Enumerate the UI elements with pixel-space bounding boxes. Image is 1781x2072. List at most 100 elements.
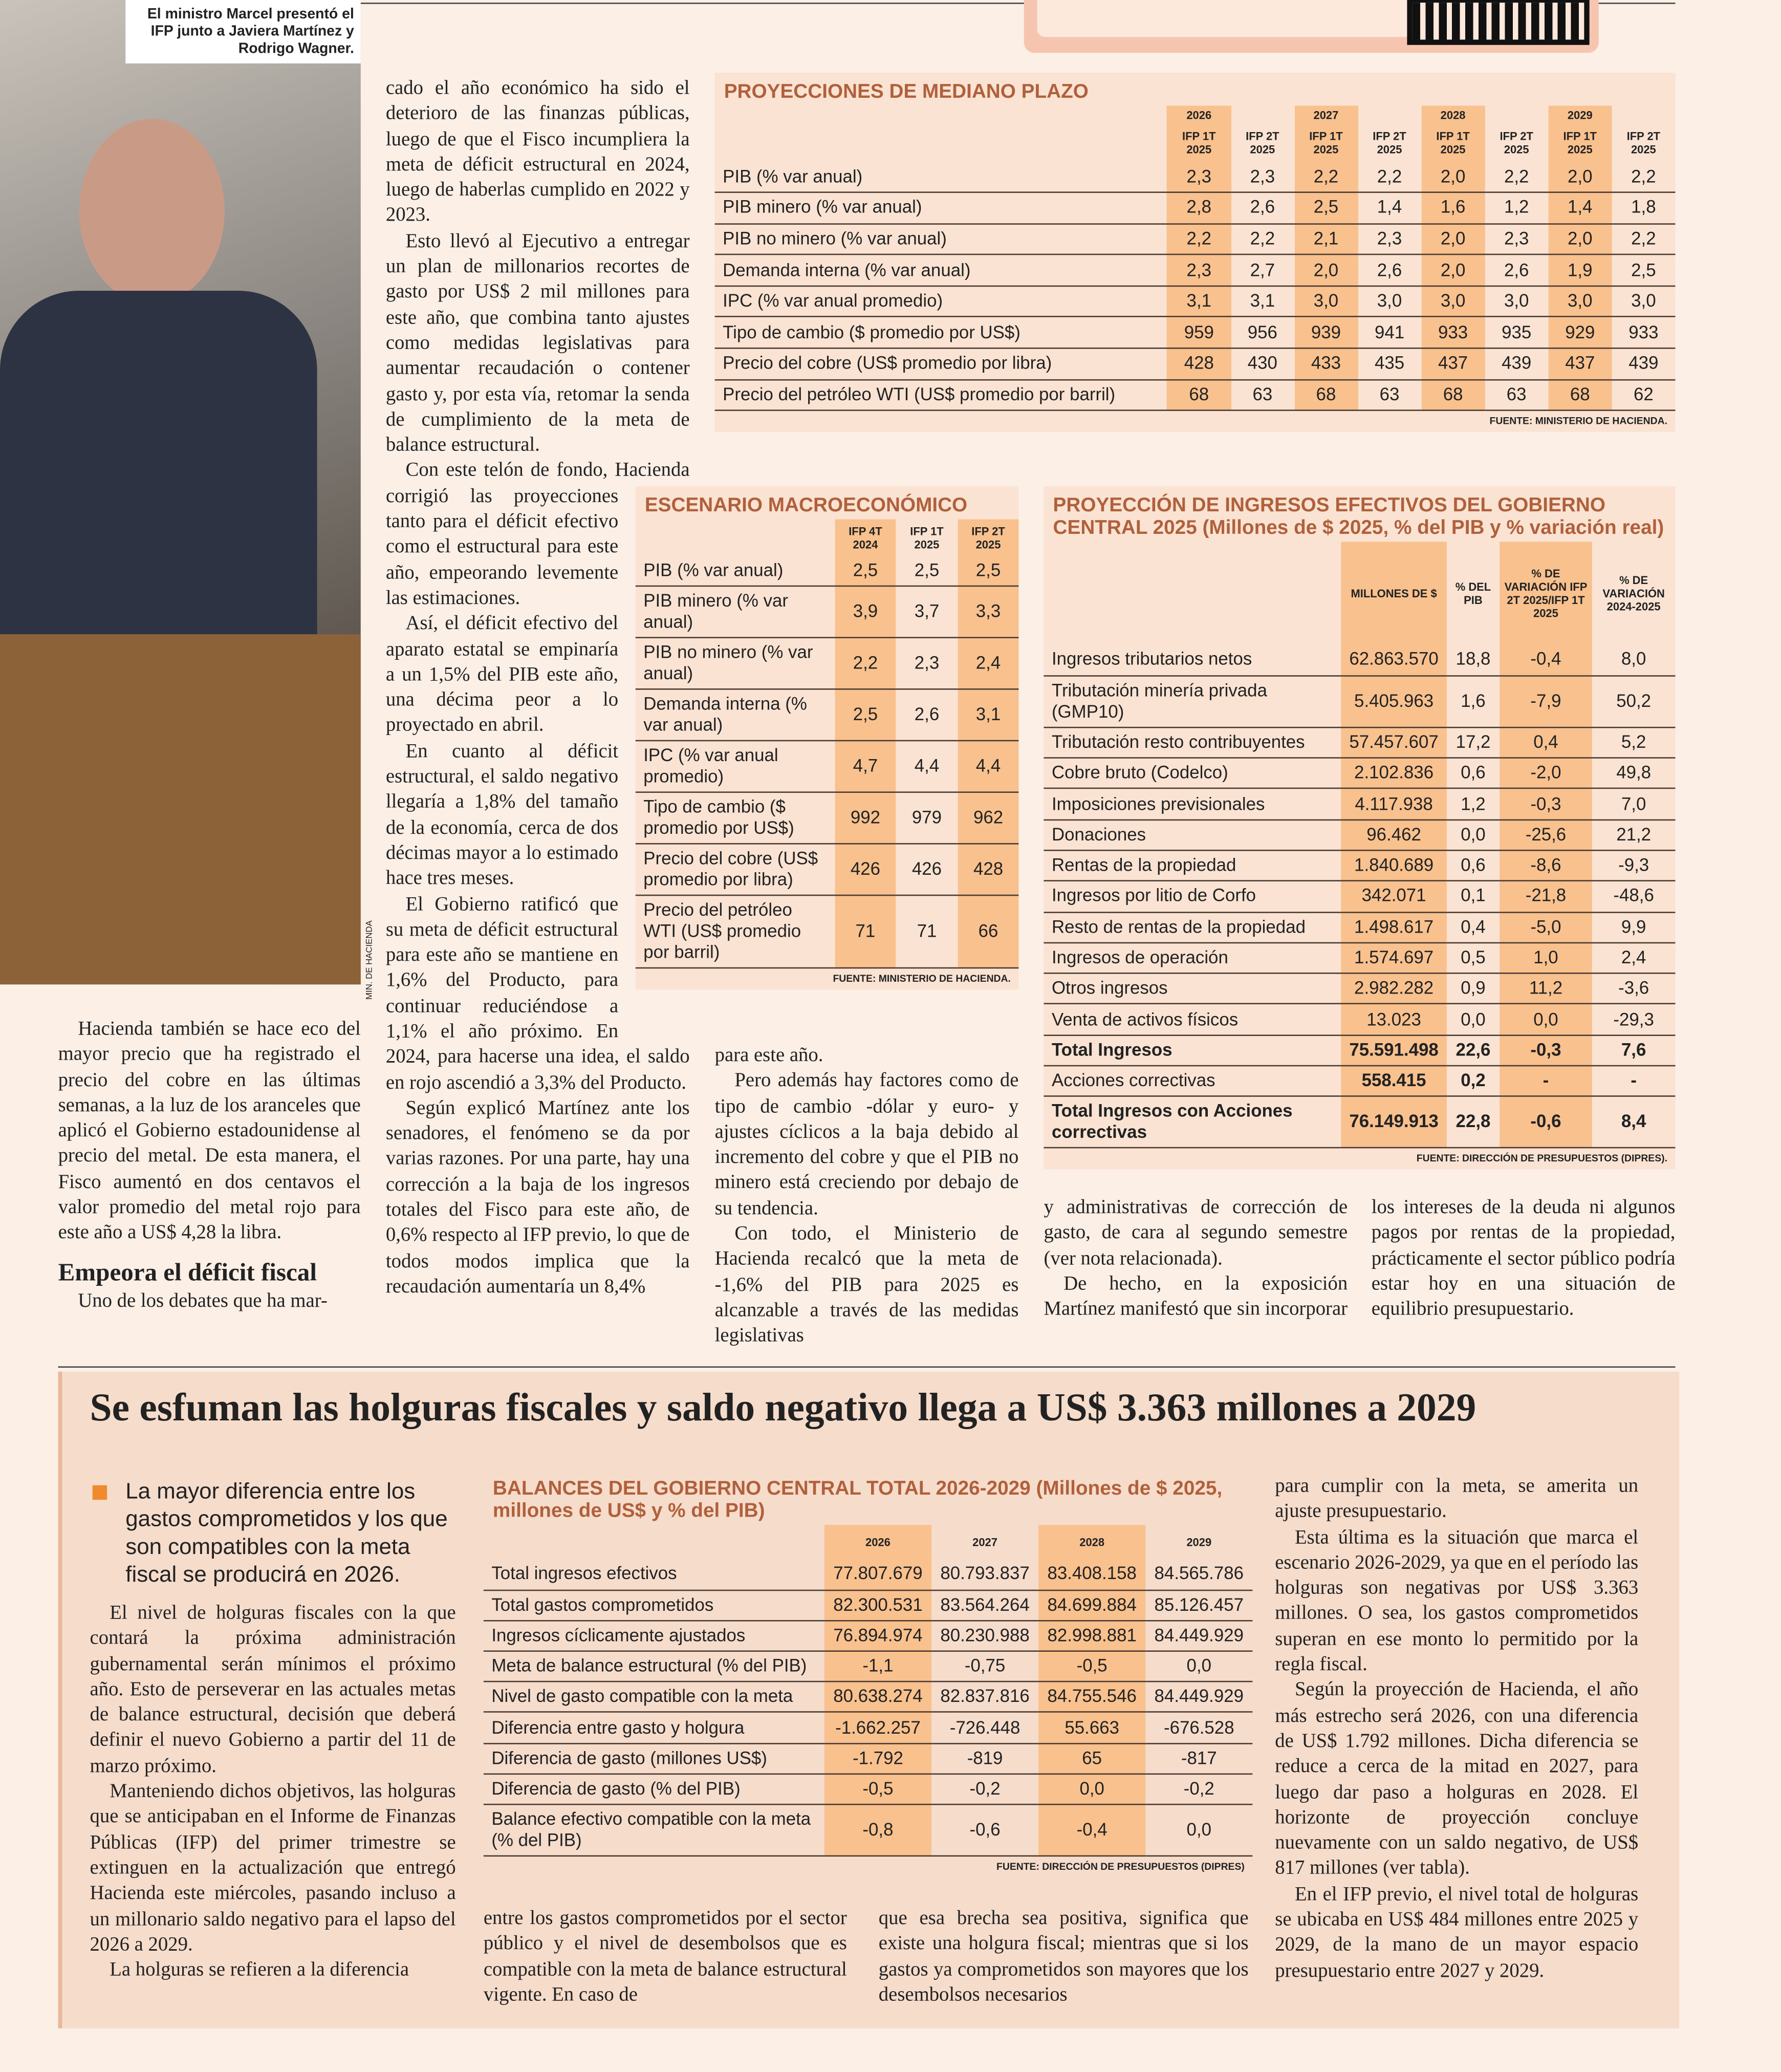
column-header: 2029 [1186,1535,1212,1549]
box-rule [58,1366,1676,1368]
paragraph: los intereses de la deuda ni algunos pag… [1371,1197,1676,1321]
column-header: IFP 2T 2025 [1626,129,1661,156]
ad-box [1024,0,1599,53]
paragraph: para este año. [714,1045,823,1067]
cell: 428 [1167,348,1231,380]
cell: - [1592,1066,1676,1097]
row-label: PIB minero (% var anual) [714,192,1167,225]
table: 2026 2027 2028 2029 IFP 1T 2025 IFP 2T 2025 IF… [714,105,1676,412]
cell: 435 [1357,348,1422,380]
cell: 1,0 [1500,942,1592,975]
cell: 82.837.816 [931,1681,1039,1713]
table-row: Otros ingresos 2.982.282 0,9 11,2 -3,6 [1044,973,1676,1005]
article-col-1: Hacienda también se hace eco del mayor p… [58,1018,361,1315]
cell: -21,8 [1500,881,1592,913]
cell: 2,0 [1548,223,1612,255]
article-col-4: y administrativas de corrección de gasto… [1044,1196,1348,1323]
cell: 2,2 [1357,161,1422,193]
cell: 2,3 [1357,223,1422,255]
article-col-5: los intereses de la deuda ni algunos pag… [1372,1196,1676,1323]
cell: 3,0 [1421,286,1485,318]
row-label: Total Ingresos con Acciones correctivas [1044,1096,1341,1149]
cell: 929 [1548,317,1612,349]
row-label: Donaciones [1044,819,1341,851]
cell: 2,6 [1230,192,1294,225]
cell: 2,4 [958,637,1019,690]
cell: -2,0 [1500,758,1592,790]
row-label: Meta de balance estructural (% del PIB) [483,1651,824,1683]
cell: 11,2 [1500,973,1592,1005]
cell: 2,5 [958,556,1019,587]
row-label: Diferencia de gasto (% del PIB) [483,1774,824,1805]
column-header: % DEL PIB [1455,580,1491,607]
cell: 1.574.697 [1341,942,1447,975]
lead-bullet [92,1485,107,1500]
photo [0,0,361,985]
paragraphs: que esa brecha sea positiva, significa q… [879,1907,1249,2009]
table-escenario: ESCENARIO MACROECONÓMICO IFP 4T 2024 IFP 1… [635,486,1019,990]
box-col-1: El nivel de holguras fiscales con la que… [90,1602,456,1984]
paragraphs: entre los gastos comprometidos por el se… [484,1907,847,2009]
row-label: Imposiciones previsionales [1044,788,1341,821]
photo-head [79,119,225,304]
paragraph: Esta última es la situación que marca el… [1275,1527,1639,1676]
blank-header [715,106,1167,124]
cell: -0,75 [931,1651,1039,1683]
paragraph: El nivel de holguras fiscales con la que… [90,1603,456,1777]
row-label: Total ingresos efectivos [483,1559,824,1591]
cell: 979 [896,792,958,845]
header-row: 2026 2027 2028 2029 [484,1525,1252,1560]
cell: 18,8 [1446,644,1500,677]
cell: 3,0 [1357,286,1422,318]
cell: -25,6 [1500,819,1592,851]
cell: 933 [1612,317,1676,349]
photo-caption-box: El ministro Marcel presentó el IFP junto… [125,0,361,63]
row-label: Balance efectivo compatible con la meta … [483,1804,824,1857]
row-label: Ingresos cíclicamente ajustados [483,1621,824,1652]
cell: -0,5 [824,1774,932,1805]
table-row: Meta de balance estructural (% del PIB) -… [483,1651,1253,1683]
row-label: Ingresos de operación [1044,942,1341,975]
cell: 68 [1294,379,1358,412]
table-row: PIB (% var anual) 2,5 2,5 2,5 [635,556,1019,587]
cell: 7,6 [1592,1035,1676,1067]
cell: 2,4 [1592,942,1676,975]
column-header: IFP 1T 2025 [1548,124,1612,161]
cell: 63 [1230,379,1294,412]
cell: -48,6 [1592,881,1676,913]
table-row: Ingresos tributarios netos 62.863.570 18,8… [1044,644,1676,677]
table-row: Cobre bruto (Codelco) 2.102.836 0,6 -2,0 49,… [1044,758,1676,790]
cell: 2,6 [1485,254,1549,287]
table-row: Resto de rentas de la propiedad 1.498.617… [1044,912,1676,943]
cell: 941 [1357,317,1422,349]
table-row: Nivel de gasto compatible con la meta 80.… [483,1681,1253,1713]
row-label: Precio del petróleo WTI (US$ promedio po… [635,895,835,969]
cell: -9,3 [1592,850,1676,882]
cell: 1,6 [1446,675,1500,728]
cell: 84.699.884 [1038,1590,1146,1622]
cell: - [1500,1066,1592,1097]
cell: 956 [1230,317,1294,349]
cell: -0,8 [824,1804,932,1857]
row-label: Resto de rentas de la propiedad [1044,912,1341,943]
year-header-row: 2026 2027 2028 2029 [715,105,1676,124]
cell: 439 [1612,348,1676,380]
cell: 430 [1230,348,1294,380]
cell: 80.230.988 [931,1621,1039,1652]
cell: 22,6 [1446,1035,1500,1067]
row-label: Demanda interna (% var anual) [635,689,835,742]
table-row: PIB no minero (% var anual) 2,2 2,2 2,1 2,3 2… [714,223,1676,255]
table-row: Precio del petróleo WTI (US$ promedio po… [714,379,1676,412]
cell: 2,3 [1167,254,1231,287]
cell: 3,0 [1612,286,1676,318]
table-row: Diferencia de gasto (millones US$) -1.792… [483,1743,1253,1775]
table-source: FUENTE: MINISTERIO DE HACIENDA. [1489,415,1667,427]
top-rule [360,3,1676,4]
column-header: IFP 1T 2025 [1294,124,1358,161]
blank-header [636,520,835,556]
table-row: PIB no minero (% var anual) 2,2 2,3 2,4 [635,637,1019,690]
blank-header [484,1525,824,1559]
column-header: IFP 4T 2024 [835,519,896,556]
